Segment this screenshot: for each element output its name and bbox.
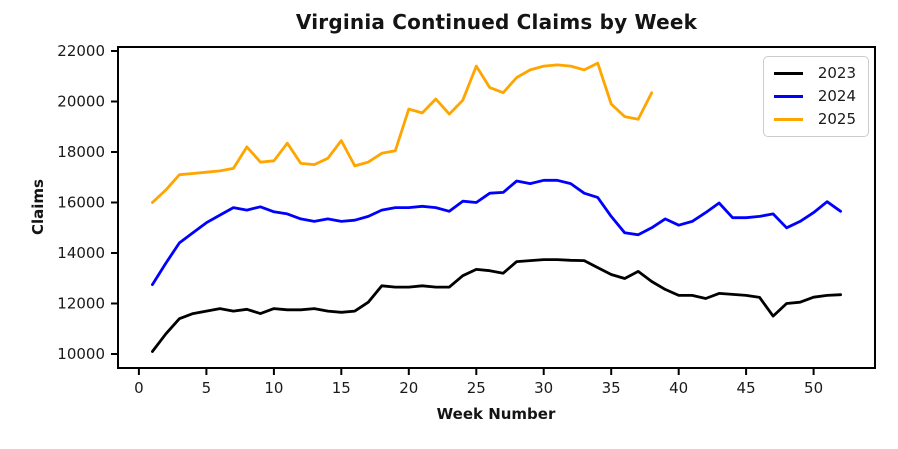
legend-item-2023: 2023 <box>773 64 856 82</box>
x-tick-label: 25 <box>467 379 486 397</box>
y-tick-label: 14000 <box>57 244 105 262</box>
y-tick-label: 10000 <box>57 345 105 363</box>
legend-item-2025: 2025 <box>773 110 856 128</box>
legend-label: 2025 <box>817 110 856 128</box>
x-tick-label: 0 <box>134 379 144 397</box>
x-tick-label: 30 <box>534 379 553 397</box>
x-tick-label: 45 <box>737 379 756 397</box>
x-tick-label: 5 <box>202 379 212 397</box>
y-tick-label: 18000 <box>57 143 105 161</box>
series-line-2025 <box>150 61 654 204</box>
y-tick-label: 22000 <box>57 42 105 60</box>
x-tick-label: 10 <box>264 379 283 397</box>
x-tick-label: 20 <box>399 379 418 397</box>
x-tick-label: 15 <box>332 379 351 397</box>
plot-area-border <box>117 46 876 369</box>
x-axis-label: Week Number <box>436 405 556 423</box>
x-tick-label: 35 <box>602 379 621 397</box>
y-tick-label: 12000 <box>57 295 105 313</box>
y-tick-label: 20000 <box>57 93 105 111</box>
legend-label: 2023 <box>817 64 856 82</box>
legend-line-swatch <box>773 94 803 99</box>
x-tick-label: 40 <box>669 379 688 397</box>
chart-title: Virginia Continued Claims by Week <box>295 10 698 34</box>
legend-item-2024: 2024 <box>773 87 856 105</box>
series-line-2024 <box>150 178 842 287</box>
x-tick-label: 50 <box>804 379 823 397</box>
legend: 2023 2024 2025 <box>762 56 869 137</box>
y-axis-label: Claims <box>29 179 47 235</box>
series-line-2023 <box>150 258 842 353</box>
legend-line-swatch <box>773 117 803 122</box>
y-tick-label: 16000 <box>57 194 105 212</box>
legend-line-swatch <box>773 71 803 76</box>
legend-label: 2024 <box>817 87 856 105</box>
